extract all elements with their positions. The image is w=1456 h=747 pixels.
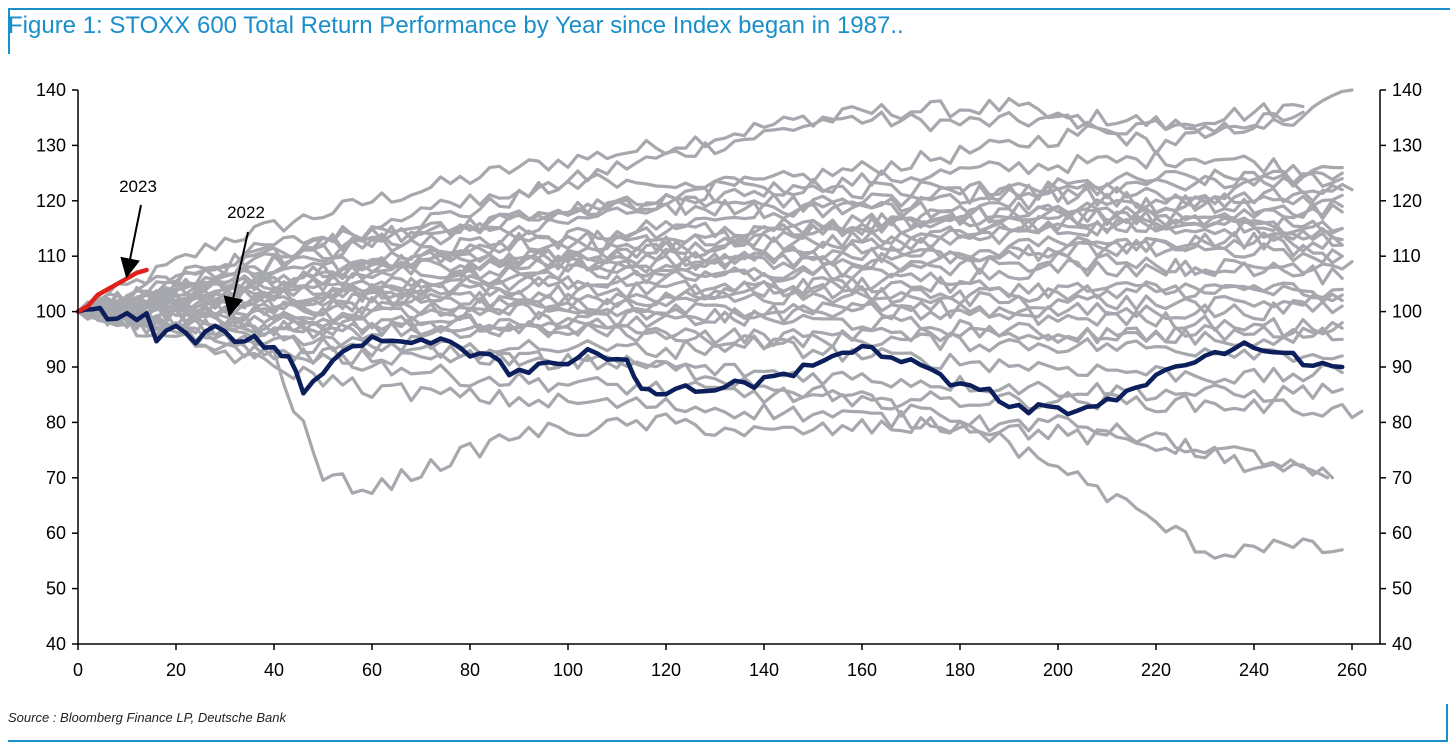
y-tick-label-right: 100: [1392, 302, 1422, 322]
annotation-label-2023: 2023: [119, 177, 157, 196]
x-tick-label: 40: [264, 660, 284, 680]
annotation-label-2022: 2022: [227, 203, 265, 222]
x-tick-label: 160: [847, 660, 877, 680]
x-tick-label: 240: [1239, 660, 1269, 680]
x-tick-label: 0: [73, 660, 83, 680]
series-line-year-28: [76, 285, 1344, 327]
y-tick-label-left: 60: [46, 523, 66, 543]
y-tick-label-left: 110: [37, 246, 66, 266]
y-tick-label-right: 130: [1392, 135, 1422, 155]
x-tick-label: 220: [1141, 660, 1171, 680]
x-tick-label: 180: [945, 660, 975, 680]
x-tick-label: 100: [553, 660, 583, 680]
y-tick-label-right: 90: [1392, 357, 1412, 377]
series-line-year-29: [76, 301, 1344, 342]
y-tick-label-left: 50: [46, 579, 66, 599]
series-line-year-23: [76, 170, 1344, 314]
y-tick-label-right: 70: [1392, 468, 1412, 488]
series-line-year-05: [76, 168, 1344, 318]
y-tick-label-right: 60: [1392, 523, 1412, 543]
x-tick-label: 60: [362, 660, 382, 680]
y-tick-label-left: 40: [46, 634, 66, 654]
annotation-arrow-2023: [120, 204, 142, 279]
y-tick-label-left: 140: [36, 80, 66, 100]
source-note: Source : Bloomberg Finance LP, Deutsche …: [8, 710, 286, 725]
y-tick-label-right: 120: [1392, 191, 1422, 211]
series-line-year-19: [76, 304, 1334, 496]
y-tick-label-right: 50: [1392, 579, 1412, 599]
x-tick-label: 140: [749, 660, 779, 680]
y-tick-label-right: 40: [1392, 634, 1412, 654]
y-tick-label-left: 100: [36, 302, 66, 322]
series-line-year-34: [76, 279, 1344, 327]
series-line-year-18: [76, 306, 1330, 480]
series-line-year-32: [76, 208, 1344, 315]
y-tick-label-left: 70: [46, 468, 66, 488]
series-line-year-01: [76, 88, 1354, 314]
y-tick-label-right: 140: [1392, 80, 1422, 100]
x-tick-label: 20: [166, 660, 186, 680]
annotation-arrow-2022: [223, 231, 249, 318]
y-tick-label-right: 80: [1392, 412, 1412, 432]
series-line-year-31: [76, 164, 1344, 319]
series-line-year-30: [76, 303, 1344, 360]
history-series-group: [76, 88, 1364, 560]
y-tick-label-left: 80: [46, 412, 66, 432]
series-line-2022: [75, 305, 1345, 417]
x-tick-label: 80: [460, 660, 480, 680]
series-line-year-15: [76, 303, 1344, 385]
y-tick-label-left: 120: [36, 191, 66, 211]
series-line-year-14: [76, 308, 1344, 363]
annotations-group: 2023 2022: [119, 177, 265, 318]
y-tick-label-left: 130: [36, 135, 66, 155]
x-tick-label: 200: [1043, 660, 1073, 680]
x-tick-label: 260: [1337, 660, 1367, 680]
x-tick-label: 120: [651, 660, 681, 680]
y-tick-label-left: 90: [46, 357, 66, 377]
axes-group: 40 40 50 50 60 60 70 70 80 80 90 90 100 100 110 110 120 1…: [36, 80, 1422, 680]
y-tick-label-right: 110: [1392, 246, 1421, 266]
series-line-year-26: [76, 235, 1344, 319]
chart-title: Figure 1: STOXX 600 Total Return Perform…: [8, 12, 904, 39]
title-frame: [8, 8, 1450, 54]
footer-frame: [8, 704, 1448, 742]
